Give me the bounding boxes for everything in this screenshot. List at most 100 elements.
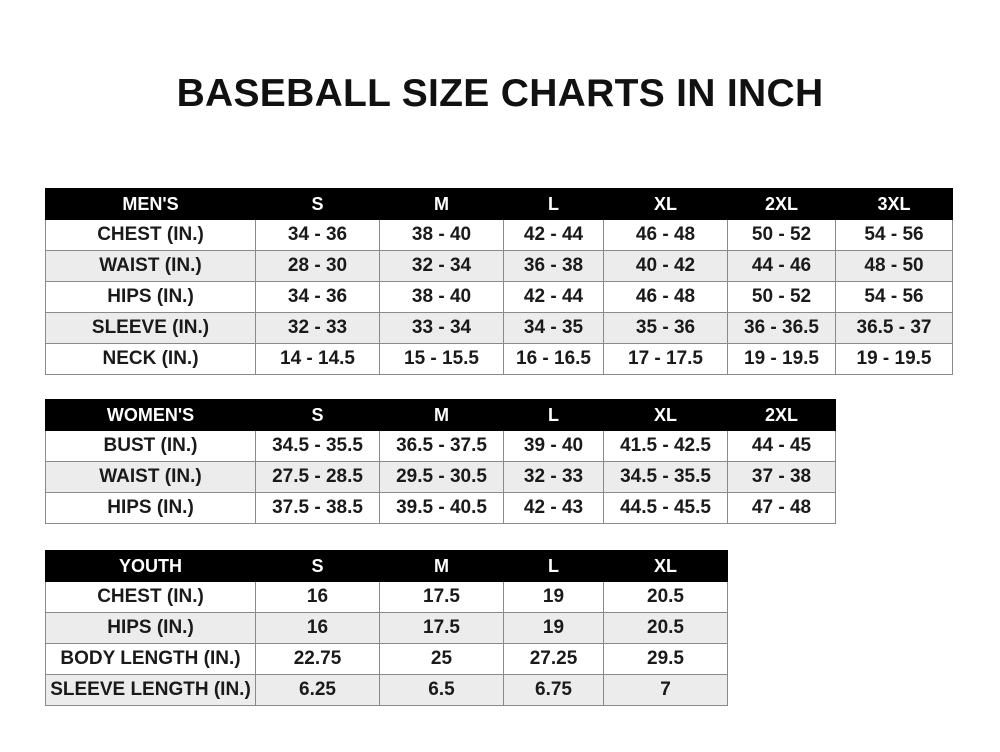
size-header: L [503,188,604,220]
size-value: 17 - 17.5 [603,343,728,375]
size-value: 22.75 [255,643,380,675]
category-header: YOUTH [45,550,256,582]
header-row: YOUTH S M L XL [45,550,728,582]
measurement-label: SLEEVE (IN.) [45,312,256,344]
table-row: HIPS (IN.) 34 - 36 38 - 40 42 - 44 46 - 48 50… [45,281,953,313]
size-value: 38 - 40 [379,219,504,251]
size-value: 32 - 33 [255,312,380,344]
size-value: 19 - 19.5 [835,343,953,375]
table-row: BODY LENGTH (IN.) 22.75 25 27.25 29.5 [45,643,728,675]
size-value: 41.5 - 42.5 [603,430,728,462]
size-header: S [255,399,380,431]
size-header: M [379,550,504,582]
size-header: L [503,550,604,582]
size-value: 17.5 [379,581,504,613]
mens-size-table: MEN'S S M L XL 2XL 3XL CHEST (IN.) 34 - 36 38 - 4… [45,188,953,375]
measurement-label: BUST (IN.) [45,430,256,462]
size-header: XL [603,399,728,431]
size-value: 6.5 [379,674,504,706]
size-header: 2XL [727,188,836,220]
table-row: NECK (IN.) 14 - 14.5 15 - 15.5 16 - 16.5 17 … [45,343,953,375]
size-value: 7 [603,674,728,706]
size-value: 36 - 36.5 [727,312,836,344]
size-value: 34 - 36 [255,219,380,251]
table-row: CHEST (IN.) 34 - 36 38 - 40 42 - 44 46 - 48 5… [45,219,953,251]
size-header: S [255,188,380,220]
size-value: 50 - 52 [727,281,836,313]
size-header: M [379,188,504,220]
size-value: 39 - 40 [503,430,604,462]
table-row: WAIST (IN.) 27.5 - 28.5 29.5 - 30.5 32 - 33… [45,461,836,493]
table-row: BUST (IN.) 34.5 - 35.5 36.5 - 37.5 39 - 40 4… [45,430,836,462]
measurement-label: HIPS (IN.) [45,281,256,313]
size-value: 16 [255,612,380,644]
size-value: 27.5 - 28.5 [255,461,380,493]
measurement-label: CHEST (IN.) [45,219,256,251]
table-row: WAIST (IN.) 28 - 30 32 - 34 36 - 38 40 - 42 4… [45,250,953,282]
size-value: 44.5 - 45.5 [603,492,728,524]
measurement-label: NECK (IN.) [45,343,256,375]
size-value: 47 - 48 [727,492,836,524]
size-header: XL [603,188,728,220]
header-row: WOMEN'S S M L XL 2XL [45,399,836,431]
table-row: SLEEVE LENGTH (IN.) 6.25 6.5 6.75 7 [45,674,728,706]
size-value: 40 - 42 [603,250,728,282]
size-value: 48 - 50 [835,250,953,282]
size-value: 19 - 19.5 [727,343,836,375]
size-value: 6.25 [255,674,380,706]
size-value: 29.5 - 30.5 [379,461,504,493]
measurement-label: HIPS (IN.) [45,612,256,644]
size-value: 34.5 - 35.5 [603,461,728,493]
size-value: 16 [255,581,380,613]
size-value: 36 - 38 [503,250,604,282]
size-value: 25 [379,643,504,675]
size-value: 27.25 [503,643,604,675]
size-value: 39.5 - 40.5 [379,492,504,524]
size-value: 14 - 14.5 [255,343,380,375]
category-header: WOMEN'S [45,399,256,431]
size-value: 29.5 [603,643,728,675]
size-header: L [503,399,604,431]
size-value: 54 - 56 [835,219,953,251]
size-header: M [379,399,504,431]
size-value: 19 [503,612,604,644]
size-value: 42 - 44 [503,281,604,313]
table-row: CHEST (IN.) 16 17.5 19 20.5 [45,581,728,613]
size-value: 6.75 [503,674,604,706]
size-value: 36.5 - 37 [835,312,953,344]
category-header: MEN'S [45,188,256,220]
size-value: 20.5 [603,612,728,644]
size-value: 28 - 30 [255,250,380,282]
size-value: 44 - 46 [727,250,836,282]
size-header: 2XL [727,399,836,431]
size-value: 17.5 [379,612,504,644]
size-value: 33 - 34 [379,312,504,344]
size-value: 32 - 34 [379,250,504,282]
size-value: 16 - 16.5 [503,343,604,375]
size-header: XL [603,550,728,582]
size-value: 44 - 45 [727,430,836,462]
measurement-label: HIPS (IN.) [45,492,256,524]
size-value: 38 - 40 [379,281,504,313]
measurement-label: BODY LENGTH (IN.) [45,643,256,675]
measurement-label: WAIST (IN.) [45,461,256,493]
size-value: 34 - 36 [255,281,380,313]
table-row: HIPS (IN.) 37.5 - 38.5 39.5 - 40.5 42 - 43 4… [45,492,836,524]
size-value: 20.5 [603,581,728,613]
youth-size-table: YOUTH S M L XL CHEST (IN.) 16 17.5 19 20.5 HIPS (I… [45,550,728,706]
table-row: HIPS (IN.) 16 17.5 19 20.5 [45,612,728,644]
table-row: SLEEVE (IN.) 32 - 33 33 - 34 34 - 35 35 - 36… [45,312,953,344]
size-value: 37.5 - 38.5 [255,492,380,524]
size-value: 34 - 35 [503,312,604,344]
size-header: S [255,550,380,582]
measurement-label: SLEEVE LENGTH (IN.) [45,674,256,706]
size-value: 15 - 15.5 [379,343,504,375]
size-value: 37 - 38 [727,461,836,493]
size-value: 19 [503,581,604,613]
measurement-label: CHEST (IN.) [45,581,256,613]
size-value: 50 - 52 [727,219,836,251]
size-value: 34.5 - 35.5 [255,430,380,462]
header-row: MEN'S S M L XL 2XL 3XL [45,188,953,220]
page-title: BASEBALL SIZE CHARTS IN INCH [176,72,824,115]
size-value: 46 - 48 [603,219,728,251]
